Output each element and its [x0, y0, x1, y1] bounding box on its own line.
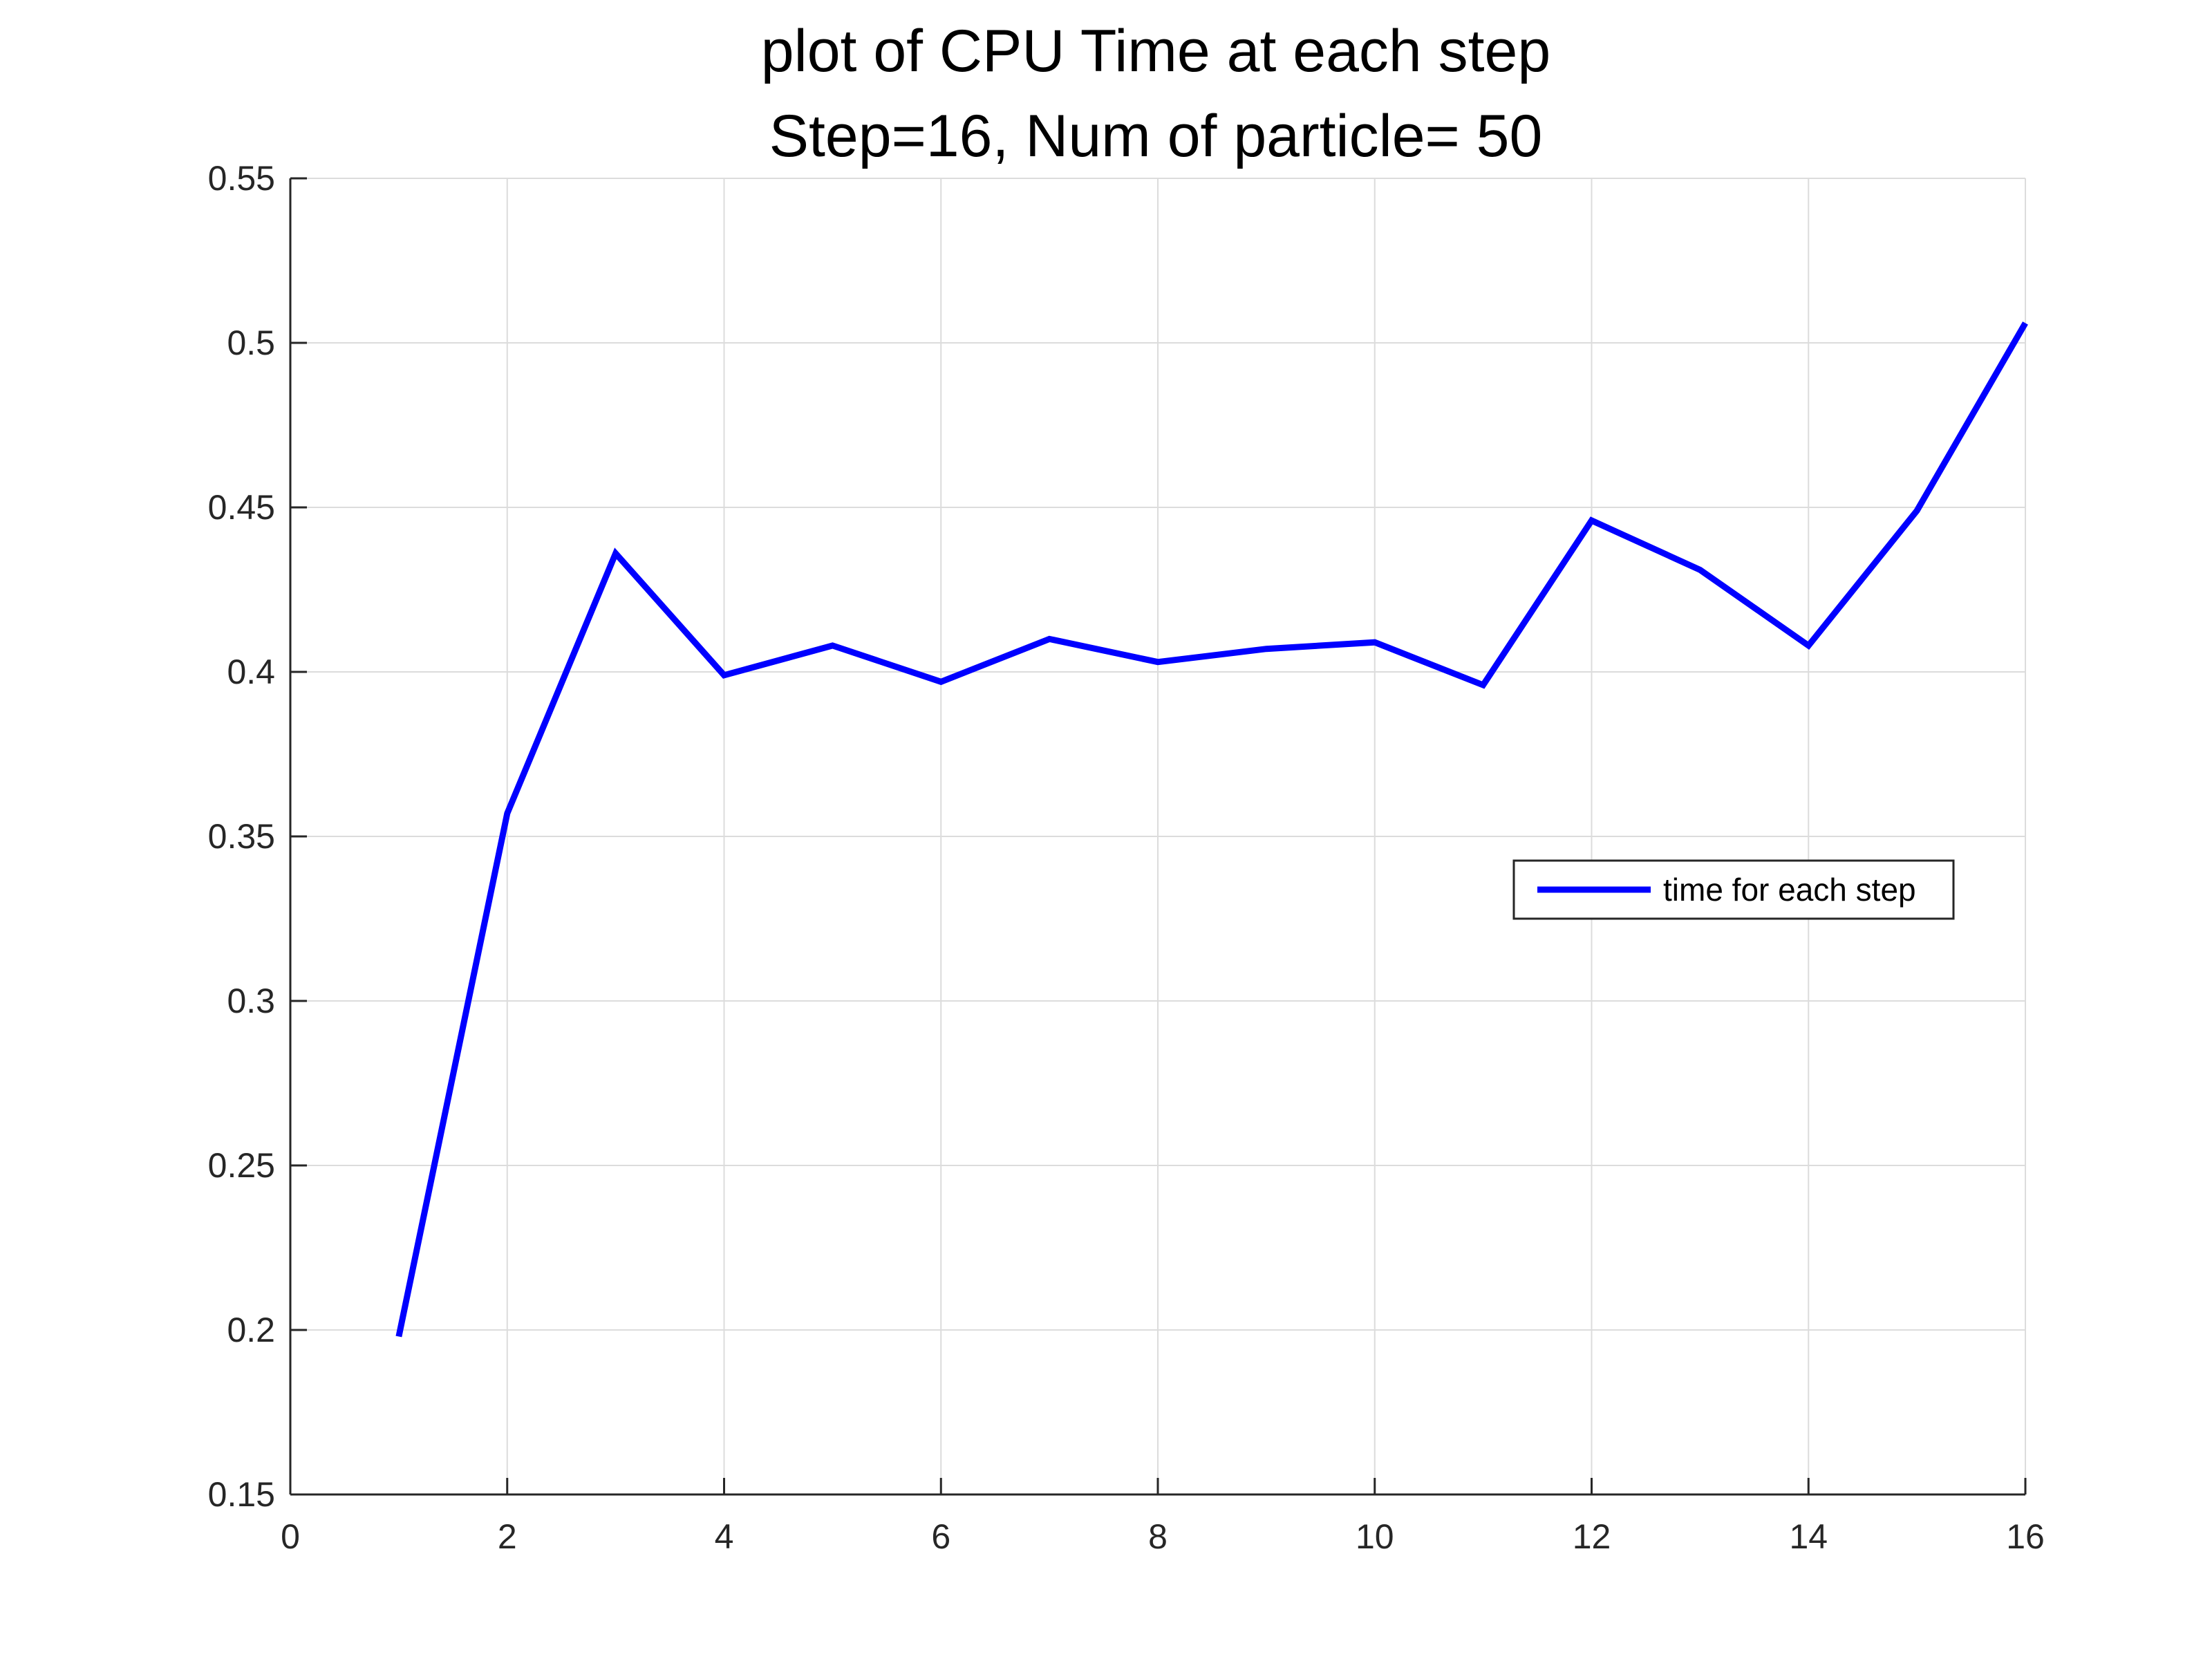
series-line	[395, 321, 2028, 1338]
chart-title: plot of CPU Time at each step	[761, 18, 1550, 84]
chart-subtitle: Step=16, Num of particle= 50	[769, 103, 1543, 169]
x-tick-label: 14	[1789, 1517, 1828, 1556]
grid	[290, 178, 2026, 1495]
y-tick-label: 0.15	[208, 1475, 275, 1514]
axes	[289, 177, 2027, 1496]
y-tick-label: 0.35	[208, 817, 275, 856]
y-tick-label: 0.5	[227, 324, 275, 362]
x-tick-label: 0	[281, 1517, 300, 1556]
y-tick-label: 0.25	[208, 1146, 275, 1185]
y-tick-label: 0.4	[227, 653, 275, 691]
tick-labels: 0 2 4 6 8 10 12 14 16 0.15 0.2 0.25 0.3 0.35 0.4 0.45 0.…	[208, 159, 2045, 1556]
y-tick-label: 0.55	[208, 159, 275, 198]
y-tick-label: 0.2	[227, 1311, 275, 1349]
x-tick-label: 4	[715, 1517, 734, 1556]
x-tick-label: 16	[2006, 1517, 2045, 1556]
x-tick-label: 8	[1148, 1517, 1168, 1556]
x-tick-label: 10	[1356, 1517, 1394, 1556]
x-tick-label: 12	[1573, 1517, 1611, 1556]
y-tick-label: 0.45	[208, 488, 275, 527]
y-tick-label: 0.3	[227, 982, 275, 1020]
x-tick-label: 6	[931, 1517, 950, 1556]
x-tick-label: 2	[498, 1517, 517, 1556]
legend: time for each step	[1512, 859, 1955, 920]
legend-label: time for each step	[1663, 872, 1916, 908]
series-lines	[395, 321, 2028, 1338]
